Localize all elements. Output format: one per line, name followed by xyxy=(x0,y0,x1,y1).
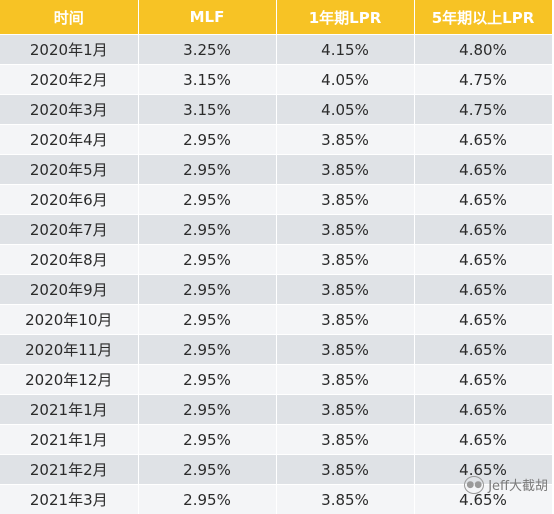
cell-mlf: 2.95% xyxy=(138,245,276,275)
cell-lpr-1y: 4.05% xyxy=(276,95,414,125)
header-row: 时间 MLF 1年期LPR 5年期以上LPR xyxy=(0,0,552,35)
cell-lpr-5y: 4.65% xyxy=(414,395,552,425)
cell-time: 2021年1月 xyxy=(0,425,138,455)
cell-lpr-1y: 3.85% xyxy=(276,305,414,335)
cell-lpr-5y: 4.65% xyxy=(414,215,552,245)
watermark: ●● Jeff大截胡 xyxy=(464,475,548,494)
wechat-icon: ●● xyxy=(464,476,484,494)
cell-time: 2020年10月 xyxy=(0,305,138,335)
cell-mlf: 3.15% xyxy=(138,95,276,125)
cell-mlf: 2.95% xyxy=(138,125,276,155)
cell-lpr-5y: 4.65% xyxy=(414,425,552,455)
cell-mlf: 2.95% xyxy=(138,335,276,365)
cell-lpr-1y: 3.85% xyxy=(276,455,414,485)
cell-mlf: 2.95% xyxy=(138,455,276,485)
cell-lpr-1y: 3.85% xyxy=(276,485,414,514)
header-cell-time: 时间 xyxy=(0,0,138,35)
cell-lpr-5y: 4.75% xyxy=(414,65,552,95)
cell-lpr-5y: 4.65% xyxy=(414,275,552,305)
cell-mlf: 2.95% xyxy=(138,365,276,395)
cell-lpr-5y: 4.80% xyxy=(414,35,552,65)
cell-mlf: 2.95% xyxy=(138,155,276,185)
cell-time: 2020年2月 xyxy=(0,65,138,95)
cell-lpr-5y: 4.65% xyxy=(414,155,552,185)
cell-lpr-1y: 3.85% xyxy=(276,275,414,305)
cell-lpr-1y: 3.85% xyxy=(276,185,414,215)
cell-time: 2020年5月 xyxy=(0,155,138,185)
cell-mlf: 2.95% xyxy=(138,215,276,245)
cell-time: 2020年11月 xyxy=(0,335,138,365)
cell-lpr-1y: 3.85% xyxy=(276,125,414,155)
watermark-text: Jeff大截胡 xyxy=(488,475,548,494)
cell-lpr-1y: 3.85% xyxy=(276,335,414,365)
cell-lpr-5y: 4.65% xyxy=(414,185,552,215)
header-cell-lpr-5y: 5年期以上LPR xyxy=(414,0,552,35)
cell-time: 2020年3月 xyxy=(0,95,138,125)
cell-time: 2020年4月 xyxy=(0,125,138,155)
cell-time: 2020年7月 xyxy=(0,215,138,245)
cell-time: 2020年9月 xyxy=(0,275,138,305)
cell-lpr-1y: 4.15% xyxy=(276,35,414,65)
cell-lpr-1y: 3.85% xyxy=(276,395,414,425)
cell-lpr-5y: 4.65% xyxy=(414,245,552,275)
cell-time: 2020年1月 xyxy=(0,35,138,65)
cell-time: 2020年12月 xyxy=(0,365,138,395)
cell-mlf: 2.95% xyxy=(138,305,276,335)
cell-lpr-1y: 4.05% xyxy=(276,65,414,95)
cell-mlf: 3.15% xyxy=(138,65,276,95)
cell-lpr-5y: 4.65% xyxy=(414,335,552,365)
cell-mlf: 2.95% xyxy=(138,275,276,305)
cell-mlf: 2.95% xyxy=(138,185,276,215)
cell-mlf: 2.95% xyxy=(138,395,276,425)
header-cell-mlf: MLF xyxy=(138,0,276,35)
cell-lpr-1y: 3.85% xyxy=(276,215,414,245)
cell-lpr-1y: 3.85% xyxy=(276,245,414,275)
cell-lpr-5y: 4.75% xyxy=(414,95,552,125)
cell-time: 2021年2月 xyxy=(0,455,138,485)
cell-lpr-1y: 3.85% xyxy=(276,155,414,185)
cell-mlf: 3.25% xyxy=(138,35,276,65)
cell-lpr-5y: 4.65% xyxy=(414,305,552,335)
cell-lpr-1y: 3.85% xyxy=(276,425,414,455)
cell-mlf: 2.95% xyxy=(138,425,276,455)
cell-lpr-1y: 3.85% xyxy=(276,365,414,395)
cell-lpr-5y: 4.65% xyxy=(414,365,552,395)
cell-time: 2020年6月 xyxy=(0,185,138,215)
cell-time: 2020年8月 xyxy=(0,245,138,275)
cell-time: 2021年1月 xyxy=(0,395,138,425)
header-cell-lpr-1y: 1年期LPR xyxy=(276,0,414,35)
cell-mlf: 2.95% xyxy=(138,485,276,514)
cell-lpr-5y: 4.65% xyxy=(414,125,552,155)
cell-time: 2021年3月 xyxy=(0,485,138,514)
